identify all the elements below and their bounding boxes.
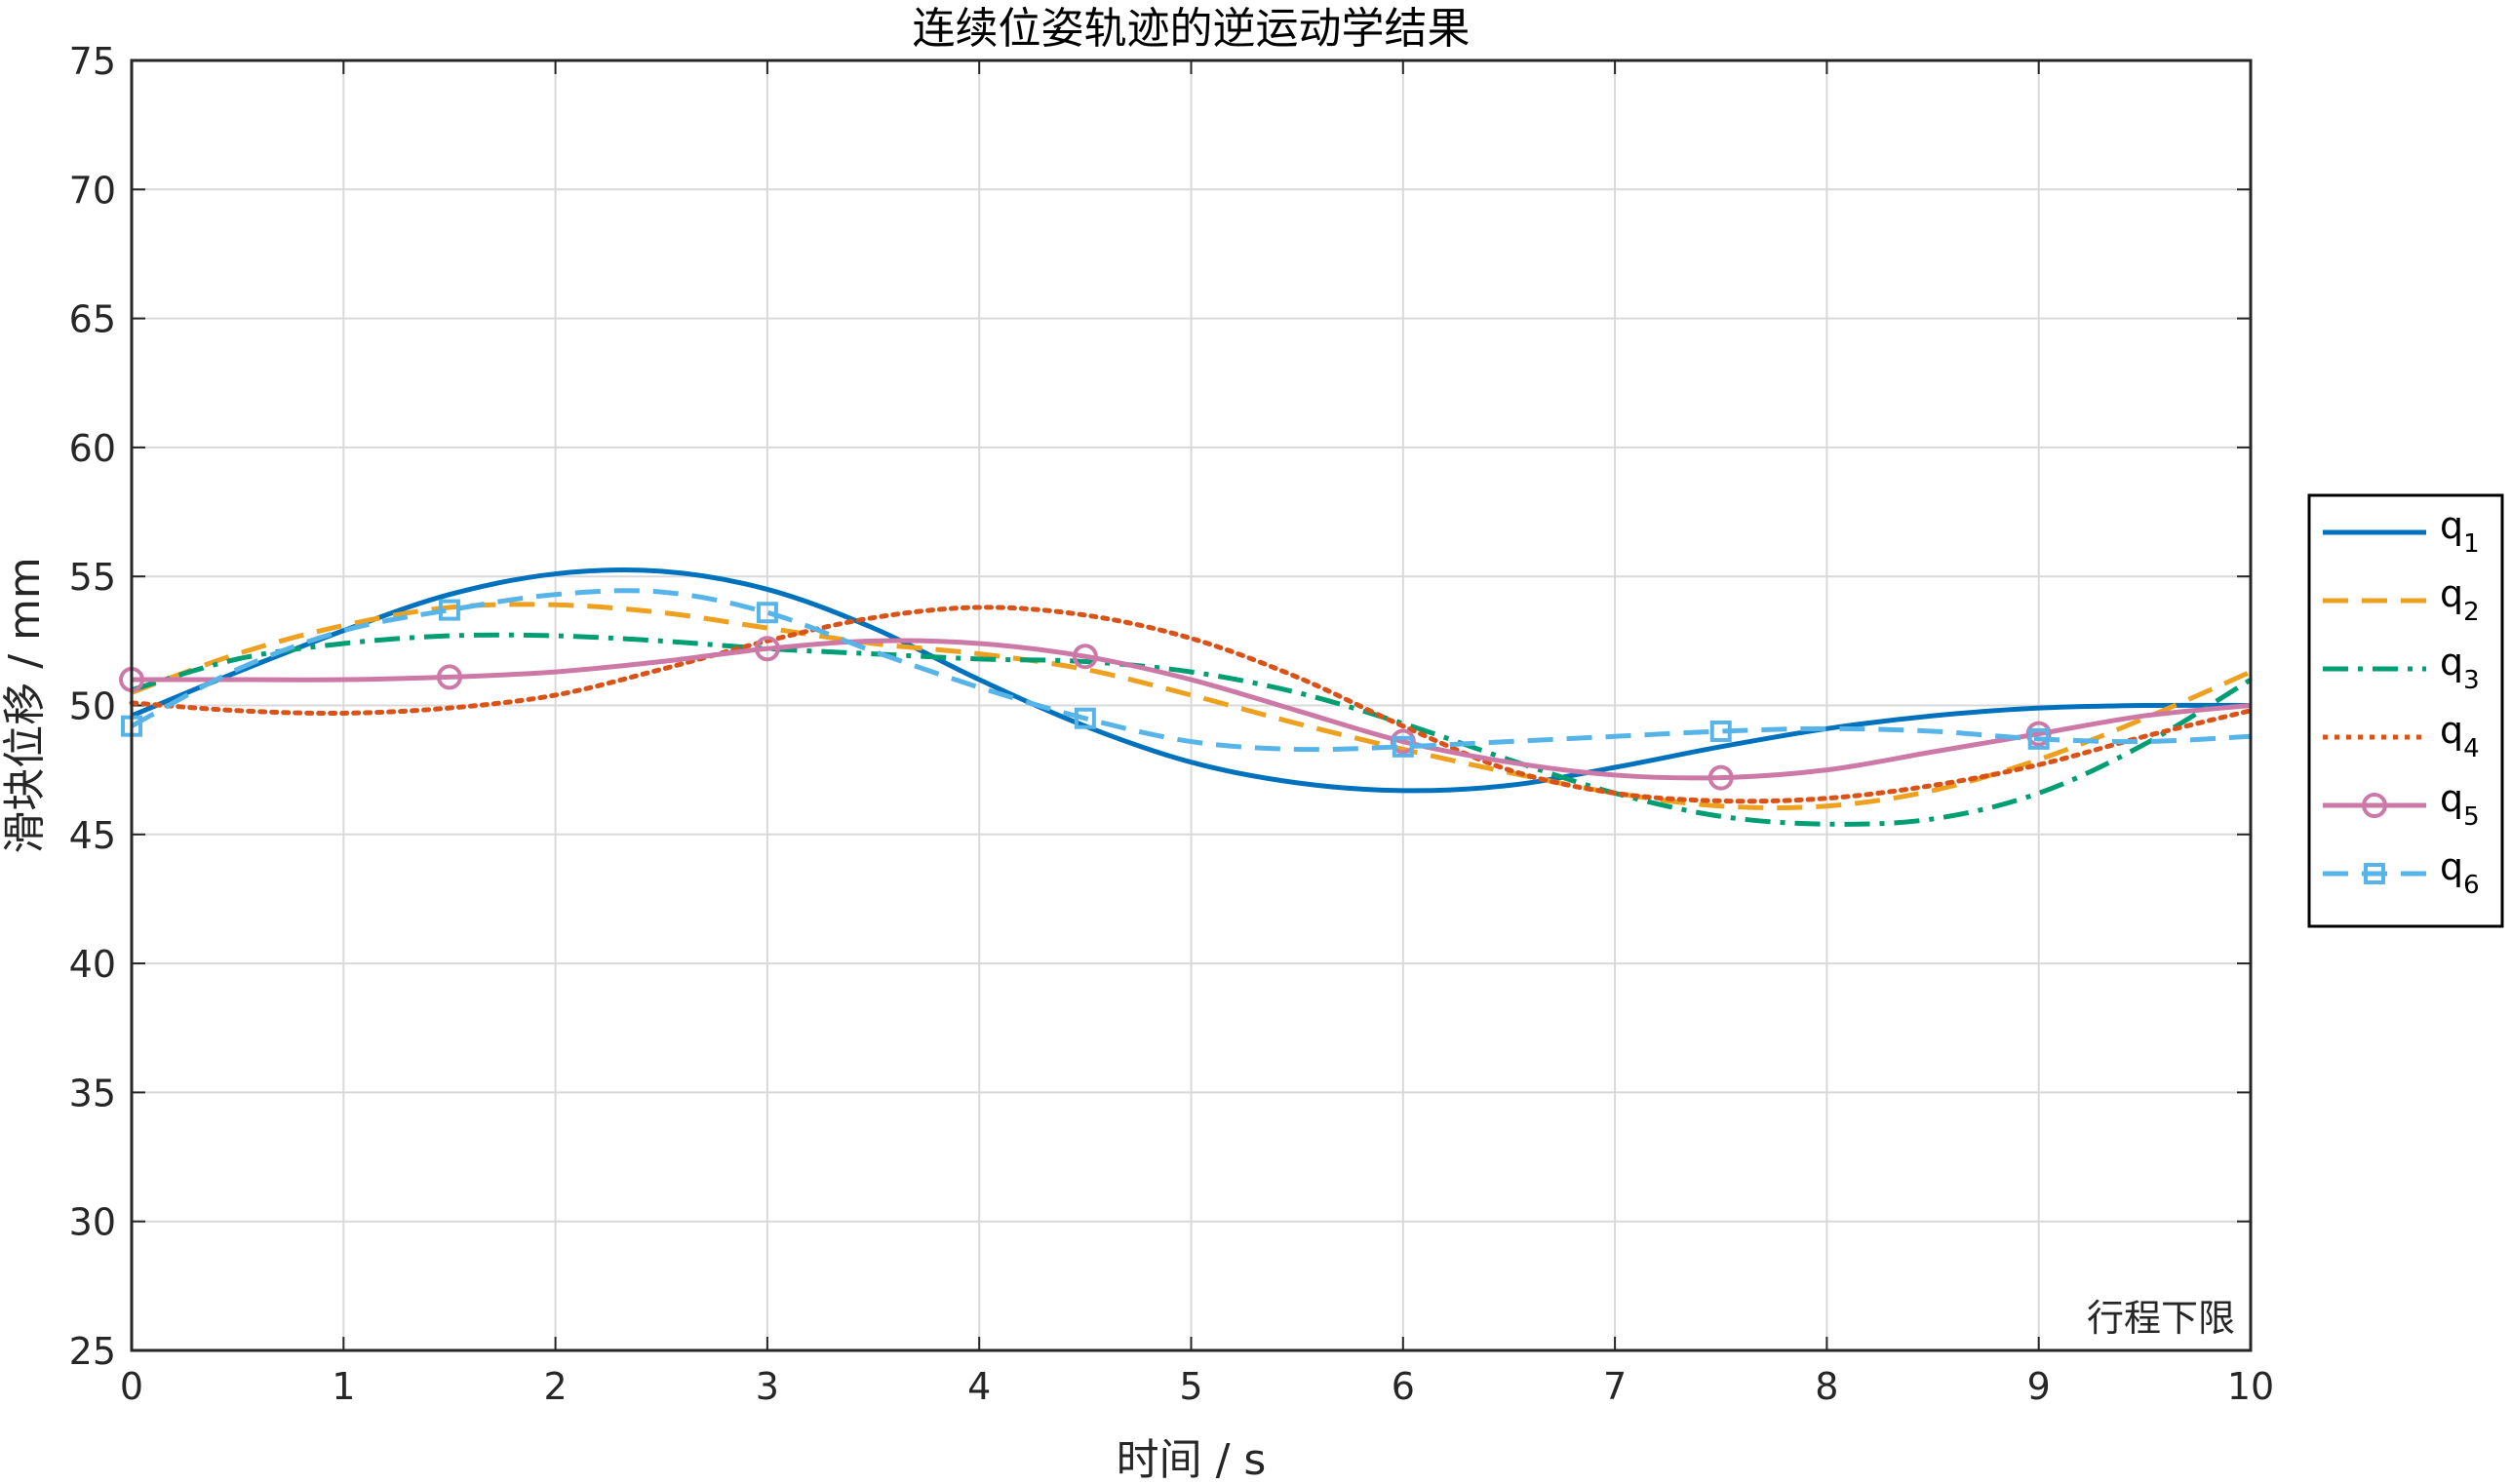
chart-title: 连续位姿轨迹的逆运动学结果 bbox=[913, 4, 1471, 54]
series-line-q4 bbox=[129, 605, 2254, 804]
marker-q6 bbox=[438, 599, 460, 621]
legend-marker-q6 bbox=[2364, 863, 2385, 884]
y-tick-label: 35 bbox=[69, 1072, 116, 1114]
y-tick-label: 40 bbox=[69, 943, 116, 986]
x-tick-labels: 0 1 2 3 4 5 6 7 8 9 10 bbox=[120, 1365, 2274, 1408]
x-axis-label: 时间 / s bbox=[1117, 1435, 1267, 1484]
series-line-q5 bbox=[132, 638, 2252, 781]
plot-area-frame bbox=[130, 59, 2253, 1352]
y-tick-label: 45 bbox=[69, 814, 116, 857]
y-tick-label: 75 bbox=[69, 40, 116, 83]
series-line-q6 bbox=[130, 588, 2252, 753]
legend-box bbox=[2307, 493, 2504, 928]
marker-q6 bbox=[2027, 727, 2050, 750]
series-layer bbox=[119, 567, 2254, 827]
y-axis-label: 滑块位移 / mm bbox=[0, 557, 50, 854]
x-tick-label: 0 bbox=[120, 1365, 143, 1408]
marker-q6 bbox=[1709, 720, 1732, 742]
x-tick-label: 10 bbox=[2227, 1365, 2274, 1408]
marker-q6 bbox=[756, 602, 778, 624]
grid-layer bbox=[131, 59, 2252, 1351]
legend-label-q6: q6 bbox=[2440, 845, 2480, 900]
legend: q1 q2 q3 q4 q5 q6 bbox=[2307, 493, 2504, 928]
legend-label-q3: q3 bbox=[2440, 641, 2480, 695]
marker-q6 bbox=[1074, 707, 1096, 729]
legend-label-q5: q5 bbox=[2440, 777, 2480, 832]
y-tick-label: 60 bbox=[69, 427, 116, 470]
annotation-stroke-lower-limit: 行程下限 bbox=[2087, 1297, 2235, 1340]
x-tick-label: 2 bbox=[544, 1365, 568, 1408]
legend-label-q1: q1 bbox=[2440, 504, 2480, 559]
x-tick-label: 1 bbox=[332, 1365, 355, 1408]
y-tick-label: 70 bbox=[69, 169, 116, 212]
x-tick-label: 3 bbox=[756, 1365, 779, 1408]
y-tick-label: 65 bbox=[69, 298, 116, 341]
marker-q6 bbox=[1392, 735, 1414, 758]
marker-q5 bbox=[436, 664, 462, 690]
y-tick-label: 25 bbox=[69, 1330, 116, 1373]
x-tick-label: 6 bbox=[1392, 1365, 1415, 1408]
series-line-q3 bbox=[131, 632, 2253, 827]
y-tick-label: 30 bbox=[69, 1201, 116, 1244]
y-tick-label: 55 bbox=[69, 556, 116, 599]
x-tick-label: 7 bbox=[1603, 1365, 1627, 1408]
legend-label-q4: q4 bbox=[2440, 709, 2480, 763]
x-tick-label: 4 bbox=[967, 1365, 991, 1408]
marker-q5 bbox=[1072, 644, 1098, 670]
legend-marker-q5 bbox=[2362, 793, 2387, 818]
series-line-q1 bbox=[131, 567, 2252, 794]
marker-q5 bbox=[754, 636, 780, 662]
marker-q5 bbox=[1707, 764, 1734, 791]
legend-label-q2: q2 bbox=[2440, 572, 2480, 627]
y-tick-labels: 25 30 35 40 45 50 55 60 65 70 75 bbox=[69, 40, 116, 1373]
x-tick-label: 8 bbox=[1815, 1365, 1838, 1408]
y-tick-label: 50 bbox=[69, 685, 116, 728]
x-tick-label: 5 bbox=[1179, 1365, 1202, 1408]
x-tick-label: 9 bbox=[2027, 1365, 2051, 1408]
